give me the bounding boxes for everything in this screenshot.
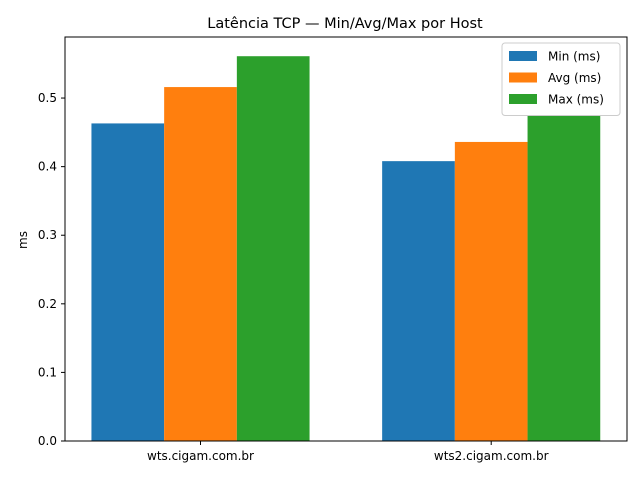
axes-frame	[64, 36, 628, 442]
legend-swatch	[509, 72, 537, 83]
legend-label: Avg (ms)	[548, 71, 601, 85]
bar-3-1	[236, 56, 310, 442]
y-tick-label: 0.5	[38, 91, 57, 105]
x-tick-label: wts.cigam.com.br	[147, 449, 254, 463]
plot-frame	[64, 36, 628, 442]
bar-2-1	[164, 87, 237, 441]
y-axis: 0.0 0.1 0.2 0.3 0.4 0.5	[38, 91, 65, 448]
bar-1-1	[91, 123, 165, 442]
bar-3-2	[527, 115, 601, 441]
y-axis-label: ms	[16, 231, 30, 249]
legend-swatch	[509, 94, 537, 104]
legend-label: Min (ms)	[548, 50, 600, 64]
bars-layer	[91, 56, 601, 442]
y-tick-label: 0.3	[38, 228, 57, 242]
x-axis: wts.cigam.com.br wts2.cigam.com.br	[147, 441, 549, 463]
y-tick-label: 0.2	[38, 297, 57, 311]
x-tick-label: wts2.cigam.com.br	[434, 449, 549, 463]
legend-swatch	[509, 51, 537, 61]
legend: Min (ms) Avg (ms) Max (ms)	[501, 42, 621, 116]
legend-label: Max (ms)	[548, 93, 604, 107]
bar-2-2	[454, 141, 528, 441]
y-tick-label: 0.1	[38, 365, 57, 379]
y-tick-label: 0.4	[38, 160, 57, 174]
bar-1-2	[382, 161, 455, 441]
y-tick-label: 0.0	[38, 434, 57, 448]
chart-title: Latência TCP — Min/Avg/Max por Host	[207, 16, 483, 32]
